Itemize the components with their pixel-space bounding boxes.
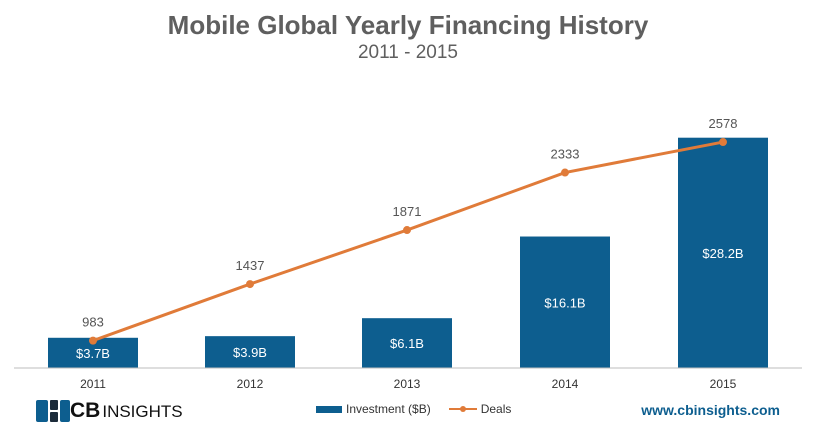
cb-logo-icon [36,400,70,422]
legend-deals-label: Deals [480,402,512,416]
legend-deals-swatch [448,403,477,415]
x-tick-2013: 2013 [394,377,421,391]
legend-investment-label: Investment ($B) [346,402,431,416]
x-tick-2012: 2012 [237,377,264,391]
deals-label-2011: 983 [82,315,104,330]
deals-point-2013 [403,226,411,235]
bar-label-2012: $3.9B [233,345,267,360]
bar-investment-2012 [205,336,295,368]
deals-label-2012: 1437 [236,258,265,273]
cb-insights-logo: CB INSIGHTS [36,399,183,423]
legend-investment-swatch [316,405,342,413]
bar-investment-2013 [362,318,452,368]
chart-title: Mobile Global Yearly Financing History [167,10,649,40]
bar-investment-2014 [520,236,610,368]
deals-point-2015 [719,138,727,147]
legend: Investment ($B) Deals [316,402,511,416]
bar-label-2015: $28.2B [702,246,743,261]
logo-cb-text: CB [70,399,101,422]
logo-insights-text: INSIGHTS [102,402,183,421]
chart: $3.7B $3.9B $6.1B $16.1B $28.2B 2011 2012 2013… [14,116,802,391]
deals-label-2013: 1871 [393,204,422,219]
x-tick-2015: 2015 [710,377,737,391]
deals-point-2012 [246,280,254,289]
bar-label-2013: $6.1B [390,336,424,351]
deals-label-2015: 2578 [709,116,738,131]
deals-line [92,140,724,343]
bar-label-2014: $16.1B [544,295,585,310]
bar-label-2011: $3.7B [76,346,110,361]
x-tick-2011: 2011 [80,377,106,391]
deals-label-2014: 2333 [551,147,580,162]
deals-point-2011 [89,336,97,345]
website-link[interactable]: www.cbinsights.com [641,402,780,418]
chart-subtitle: 2011 - 2015 [357,42,458,63]
x-tick-2014: 2014 [552,377,579,391]
deals-point-2014 [561,168,569,177]
bar-investment-2015 [678,137,768,368]
